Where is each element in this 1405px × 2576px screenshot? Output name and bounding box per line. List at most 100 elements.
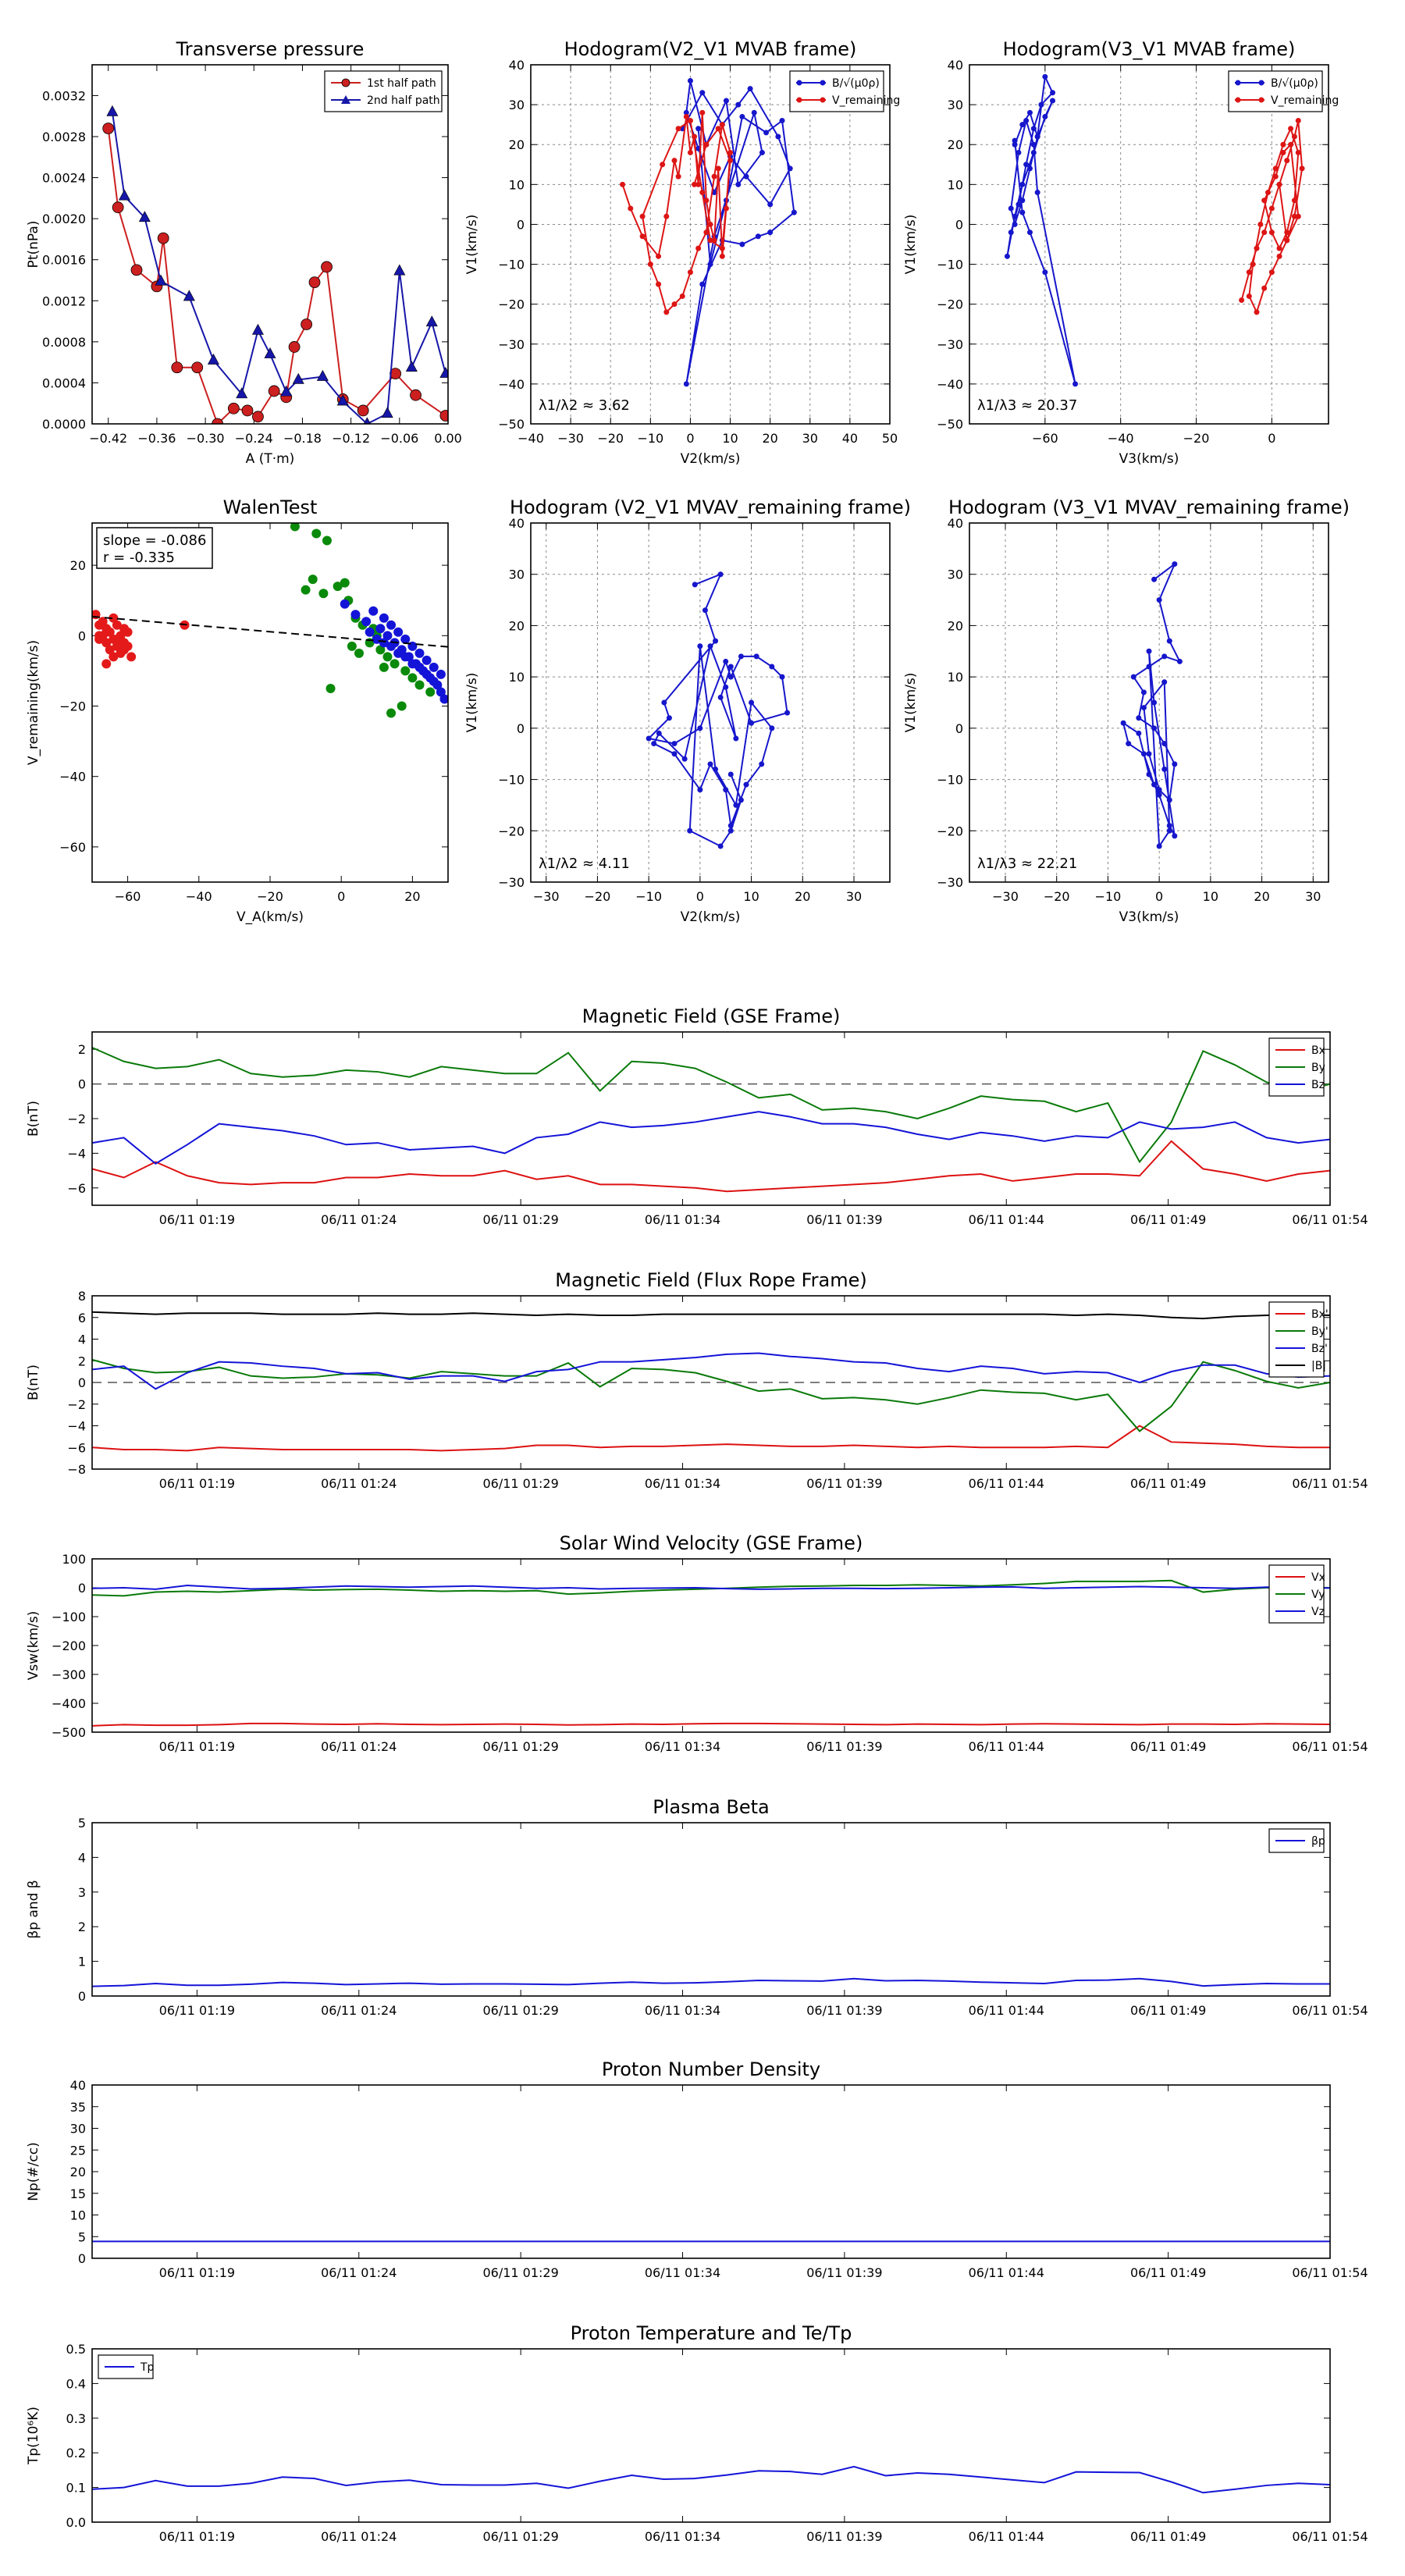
chart-title: Proton Number Density xyxy=(602,2058,820,2080)
plot-area xyxy=(102,105,448,424)
legend-marker xyxy=(1235,80,1241,86)
data-point xyxy=(386,641,397,651)
legend: Bx By Bz xyxy=(1268,1037,1325,1097)
data-point xyxy=(1156,843,1162,849)
data-point xyxy=(112,201,124,214)
data-point xyxy=(1280,141,1286,148)
data-point xyxy=(739,241,745,247)
x-tick-label: −20 xyxy=(257,889,283,904)
data-point xyxy=(723,787,729,793)
y-tick-label: 0.0 xyxy=(66,2515,86,2530)
x-tick-label: −20 xyxy=(1183,431,1210,446)
x-tick-label: 20 xyxy=(762,431,777,446)
data-point xyxy=(425,687,436,697)
y-tick-label: 0.1 xyxy=(66,2481,86,2496)
data-point xyxy=(321,261,333,273)
chart-mag_fr: 06/11 01:19 06/11 01:24 06/11 01:29 06/11 0… xyxy=(26,1269,1368,1491)
data-point xyxy=(727,664,734,670)
data-point xyxy=(407,673,418,683)
y-axis-label: Np(#/cc) xyxy=(26,2142,41,2201)
y-tick-label: −6 xyxy=(67,1440,86,1455)
data-point xyxy=(639,213,646,219)
y-axis-label: V1(km/s) xyxy=(903,215,919,275)
x-tick-label: 0 xyxy=(686,431,694,446)
data-point xyxy=(1254,245,1260,251)
data-point xyxy=(715,165,721,172)
data-point xyxy=(1288,141,1294,148)
y-tick-label: 20 xyxy=(70,558,86,573)
y-tick-label: −20 xyxy=(59,699,86,714)
y-tick-label: −60 xyxy=(59,840,86,855)
y-tick-label: −300 xyxy=(52,1667,86,1682)
data-point xyxy=(1140,751,1147,757)
data-point xyxy=(1019,181,1026,187)
x-tick-label: −30 xyxy=(533,889,560,904)
data-point xyxy=(687,77,693,84)
x-tick-label: 06/11 01:24 xyxy=(321,1212,397,1227)
data-point xyxy=(656,281,662,287)
y-tick-label: 10 xyxy=(509,177,525,192)
legend-label: Vy xyxy=(1311,1589,1325,1601)
data-point xyxy=(311,528,322,539)
data-point xyxy=(707,237,713,244)
data-point xyxy=(1156,792,1162,798)
data-point xyxy=(318,589,329,599)
data-point xyxy=(405,361,418,372)
legend-label: By xyxy=(1311,1062,1325,1074)
data-point xyxy=(98,617,108,627)
data-point xyxy=(1265,190,1272,196)
data-point xyxy=(739,113,745,119)
data-point xyxy=(157,232,169,244)
x-tick-label: 06/11 01:49 xyxy=(1130,1739,1206,1754)
data-point xyxy=(227,402,240,415)
data-point xyxy=(381,407,393,418)
x-tick-label: −40 xyxy=(1108,431,1134,446)
y-tick-label: −40 xyxy=(498,377,525,392)
y-tick-label: 0.4 xyxy=(66,2376,86,2391)
data-point xyxy=(236,387,248,399)
x-tick-label: 50 xyxy=(882,431,898,446)
y-tick-label: −10 xyxy=(937,258,963,272)
data-point xyxy=(379,613,389,623)
x-tick-label: 06/11 01:54 xyxy=(1292,1739,1368,1754)
legend-label: Bx' xyxy=(1311,1308,1329,1321)
x-tick-label: −0.30 xyxy=(187,431,225,446)
x-tick-label: −20 xyxy=(1044,889,1070,904)
data-point xyxy=(1130,674,1136,680)
x-axis-label: V3(km/s) xyxy=(1119,451,1179,467)
data-point xyxy=(357,404,369,417)
x-tick-label: −10 xyxy=(635,889,662,904)
y-axis-label: V_remaining(km/s) xyxy=(26,640,41,765)
data-point xyxy=(410,389,422,401)
series-line-0 xyxy=(1006,73,1076,385)
legend-marker xyxy=(796,97,802,103)
data-point xyxy=(723,98,729,104)
y-tick-label: 30 xyxy=(948,568,963,582)
legend: βp xyxy=(1268,1828,1325,1853)
legend-marker xyxy=(820,97,826,103)
x-tick-label: 06/11 01:34 xyxy=(645,2003,720,2018)
data-point xyxy=(1120,720,1126,726)
y-tick-label: 0 xyxy=(78,1581,86,1596)
data-point xyxy=(687,269,693,276)
x-tick-label: −0.18 xyxy=(283,431,322,446)
data-point xyxy=(1072,381,1079,387)
data-point xyxy=(702,607,708,614)
x-tick-label: 06/11 01:44 xyxy=(969,1212,1044,1227)
data-point xyxy=(1261,197,1268,204)
data-point xyxy=(769,664,775,670)
chart-title: WalenTest xyxy=(223,496,318,518)
y-tick-label: 15 xyxy=(70,2186,86,2201)
data-point xyxy=(1272,173,1279,180)
data-point xyxy=(101,659,112,669)
data-point xyxy=(719,253,725,259)
legend: Tp xyxy=(98,2354,155,2379)
data-point xyxy=(1166,827,1172,834)
legend-label: Tp xyxy=(140,2361,155,2374)
legend: Bx' By' Bz' |B| xyxy=(1268,1301,1329,1378)
x-axis-label: V3(km/s) xyxy=(1119,909,1179,925)
x-tick-label: 06/11 01:49 xyxy=(1130,2003,1206,2018)
chart-np: 06/11 01:19 06/11 01:24 06/11 01:29 06/11 0… xyxy=(26,2058,1368,2280)
y-tick-label: −4 xyxy=(67,1146,86,1161)
